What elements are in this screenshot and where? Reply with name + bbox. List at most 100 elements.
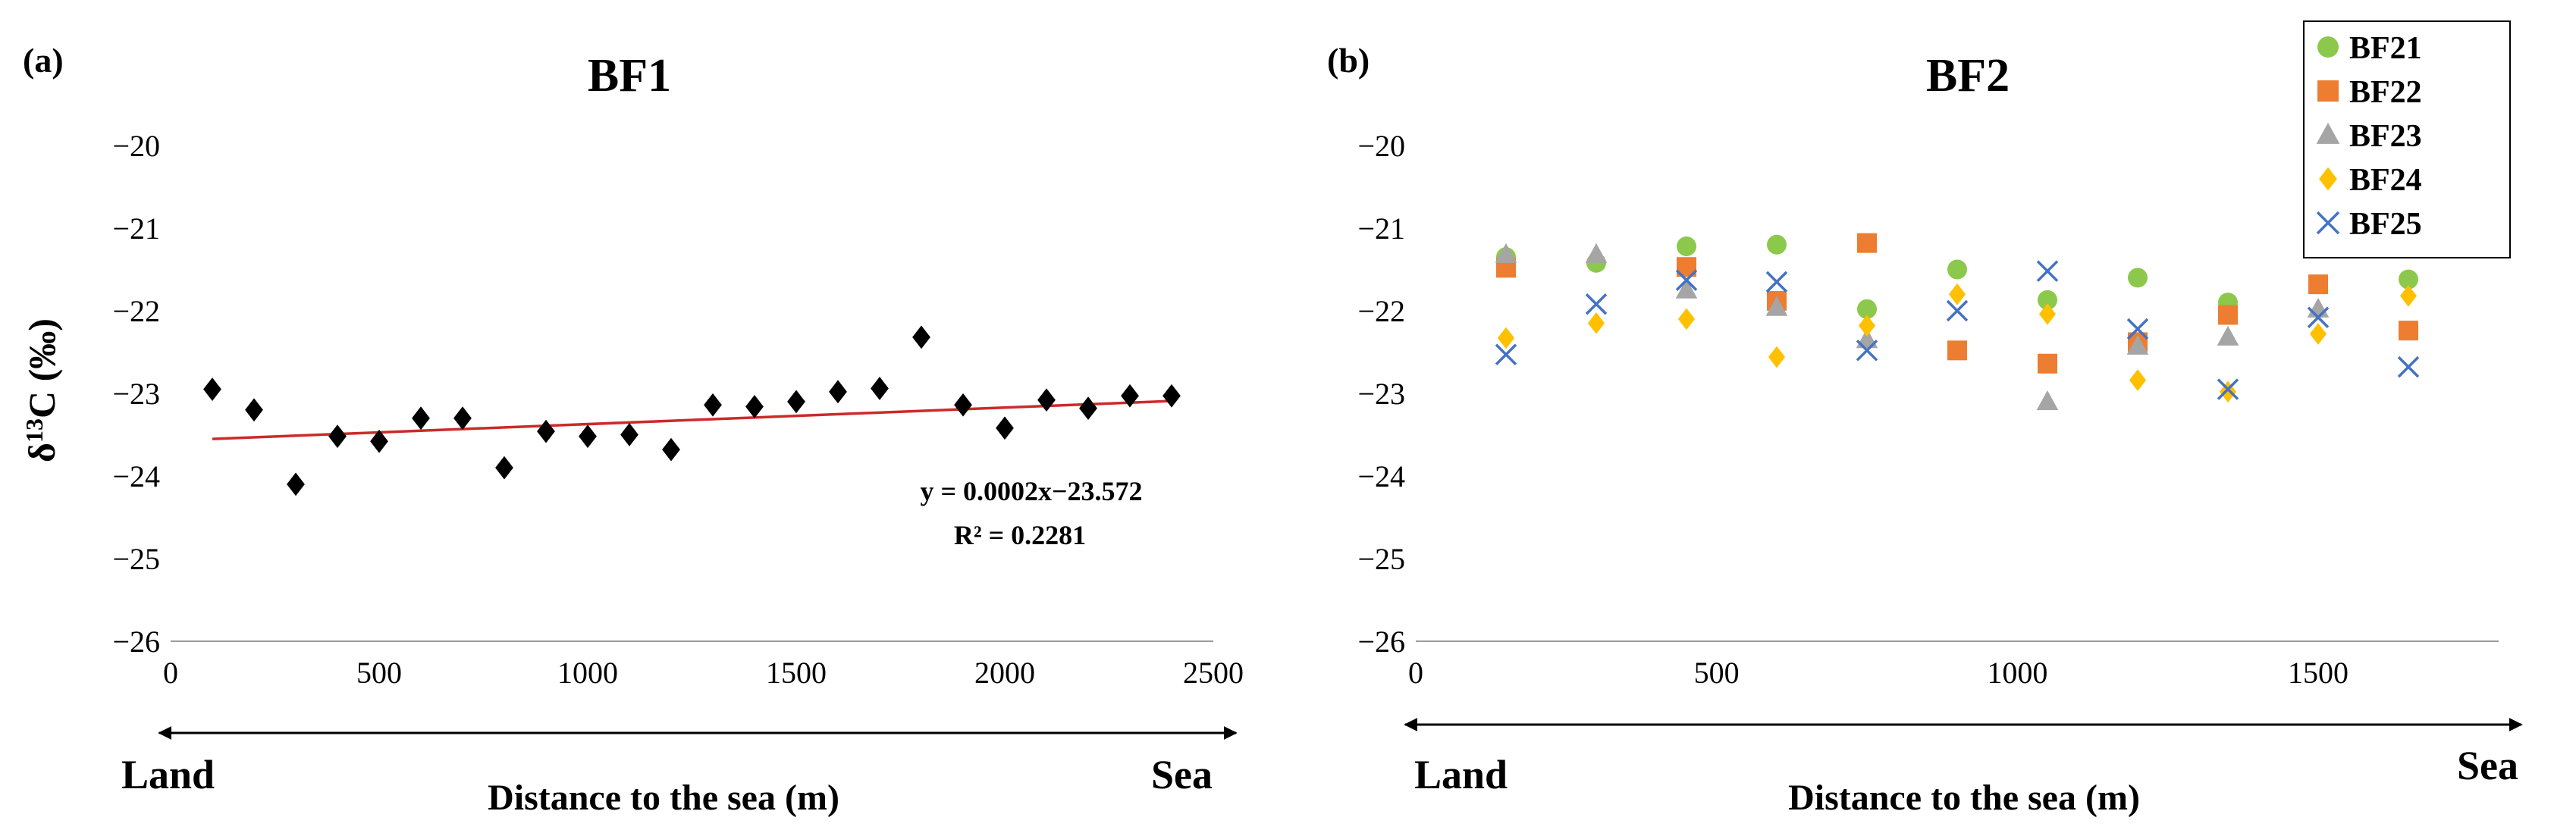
data-point-bf1 <box>203 377 221 401</box>
panel-a-sea-label: Sea <box>1151 752 1213 797</box>
data-point-bf22 <box>2308 274 2328 295</box>
panel-a-title: BF1 <box>588 50 671 102</box>
x-tick-label: 2500 <box>1183 656 1244 690</box>
y-tick-label: −24 <box>1357 459 1405 493</box>
panel-a-y-axis-label: δ13C (‰) <box>20 318 63 462</box>
data-point-bf22 <box>1947 340 1967 361</box>
data-point-bf1 <box>787 390 805 414</box>
panel-b-legend: BF21 BF22 BF23 BF24 BF25 <box>2303 20 2511 258</box>
panel-b-legend-items: BF21 BF22 BF23 BF24 BF25 <box>2316 31 2422 242</box>
data-point-bf21 <box>1857 299 1877 319</box>
data-point-bf1 <box>287 472 305 496</box>
x-tick-label: 1500 <box>2288 656 2349 690</box>
data-point-bf24 <box>2129 369 2147 391</box>
data-point-bf22 <box>2399 321 2418 341</box>
data-point-bf1 <box>579 424 597 449</box>
data-point-bf23 <box>2036 390 2059 410</box>
x-tick-label: 0 <box>1408 656 1423 690</box>
y-tick-label: −25 <box>1357 542 1405 576</box>
data-point-bf1 <box>328 424 347 449</box>
data-point-bf22 <box>1857 233 1877 253</box>
y-tick-label: −22 <box>1357 294 1405 328</box>
legend-marker-bf25 <box>2316 211 2340 235</box>
data-point-bf1 <box>412 406 430 431</box>
panel-a: (a) BF1 δ13C (‰) −20 −21 −22 −23 −24 −25 −26 0… <box>20 41 1244 818</box>
panel-b-points <box>1495 177 2420 410</box>
panel-a-land-label: Land <box>121 752 215 797</box>
legend-label-bf23: BF23 <box>2349 119 2422 154</box>
data-point-bf1 <box>996 416 1014 440</box>
data-point-bf25 <box>1765 271 1788 293</box>
data-point-bf25 <box>2036 260 2059 282</box>
data-point-bf1 <box>1079 396 1097 421</box>
data-point-bf25 <box>1946 299 1969 322</box>
panel-a-trendline <box>212 399 1172 440</box>
data-point-bf22 <box>2218 305 2238 325</box>
data-point-bf25 <box>1856 340 1878 362</box>
data-point-bf1 <box>537 419 555 443</box>
data-point-bf1 <box>704 393 722 417</box>
data-point-bf25 <box>1585 293 1608 315</box>
data-point-bf23 <box>1585 243 1608 263</box>
y-tick-label: −23 <box>112 377 160 411</box>
data-point-bf25 <box>2126 318 2149 340</box>
data-point-bf23 <box>2217 325 2239 346</box>
x-tick-label: 1500 <box>766 656 827 690</box>
legend-label-bf25: BF25 <box>2349 207 2422 242</box>
data-point-bf1 <box>954 393 972 417</box>
x-tick-label: 500 <box>356 656 402 690</box>
legend-marker-bf22 <box>2317 80 2339 102</box>
data-point-bf1 <box>1121 384 1139 408</box>
data-point-bf23 <box>1765 296 1788 316</box>
data-point-bf1 <box>745 395 764 418</box>
data-point-bf1 <box>495 456 513 480</box>
data-point-bf24 <box>2309 323 2327 345</box>
panel-a-label: (a) <box>23 41 64 80</box>
panel-a-x-axis-label: Distance to the sea (m) <box>488 778 839 818</box>
data-point-bf1 <box>829 380 847 404</box>
y-tick-label: −26 <box>112 625 160 659</box>
data-point-bf21 <box>2038 290 2057 310</box>
data-point-bf1 <box>453 406 472 431</box>
x-tick-label: 0 <box>163 656 178 690</box>
data-point-bf21 <box>1677 236 1696 256</box>
y-tick-label: −22 <box>112 294 160 328</box>
data-point-bf21 <box>2399 269 2418 290</box>
data-point-bf1 <box>245 398 263 422</box>
legend-marker-bf24 <box>2319 167 2337 191</box>
data-point-bf24 <box>1858 315 1876 337</box>
y-tick-label: −24 <box>112 459 160 493</box>
data-point-bf23 <box>2307 297 2330 318</box>
data-point-bf1 <box>370 429 388 453</box>
data-point-bf24 <box>2038 303 2057 325</box>
legend-marker-bf23 <box>2316 122 2340 144</box>
data-point-bf24 <box>1677 308 1696 330</box>
panel-a-trend-equation: y = 0.0002x−23.572 <box>920 476 1142 506</box>
data-point-bf1 <box>871 377 889 400</box>
x-tick-label: 2000 <box>974 656 1035 690</box>
panel-a-y-ticks: −20 −21 −22 −23 −24 −25 −26 <box>112 129 160 659</box>
data-point-bf25 <box>2397 355 2420 378</box>
data-point-bf23 <box>1675 278 1698 299</box>
x-tick-label: 500 <box>1694 656 1740 690</box>
data-point-bf22 <box>2038 353 2057 374</box>
data-point-bf23 <box>2126 334 2149 355</box>
data-point-bf1 <box>620 423 639 446</box>
y-tick-label: −20 <box>112 129 160 163</box>
legend-label-bf24: BF24 <box>2349 163 2422 198</box>
data-point-bf25 <box>2217 378 2239 400</box>
y-tick-label: −21 <box>112 211 160 246</box>
panel-b-title: BF2 <box>1926 50 2010 102</box>
data-point-bf1 <box>662 437 680 462</box>
panel-a-trend-r2: R² = 0.2281 <box>954 520 1086 550</box>
data-point-bf24 <box>1768 346 1786 368</box>
y-tick-label: −23 <box>1357 377 1405 411</box>
data-point-bf1 <box>1037 388 1056 412</box>
panel-b-sea-label: Sea <box>2457 743 2518 788</box>
data-point-bf1 <box>1162 384 1181 408</box>
panel-b: (b) BF2 −20 −21 −22 −23 −24 −25 −26 0 500 1000 15… <box>1327 20 2523 818</box>
data-point-bf25 <box>1495 343 1517 366</box>
panel-b-label: (b) <box>1327 41 1370 80</box>
data-point-bf24 <box>1587 312 1605 334</box>
